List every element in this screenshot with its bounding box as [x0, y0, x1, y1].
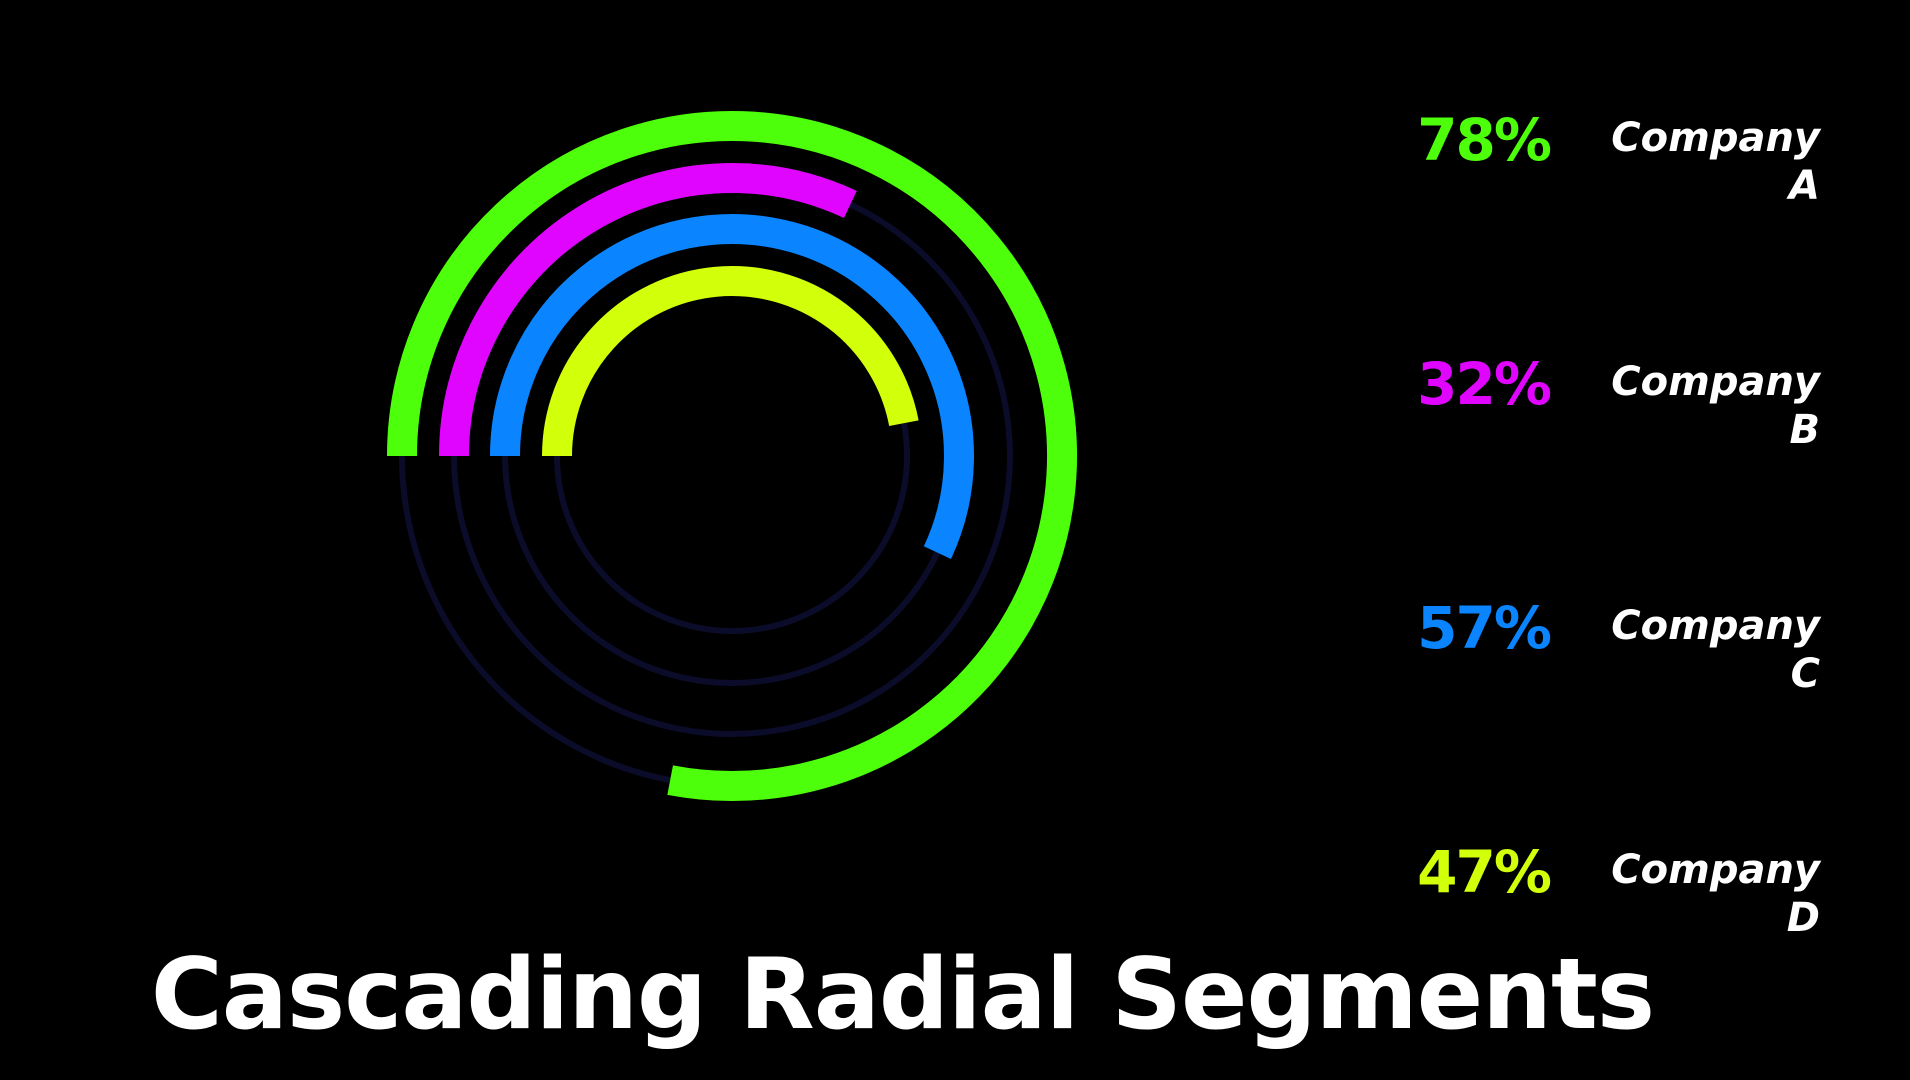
legend-value-company-a: 78% — [1417, 106, 1552, 174]
ring-track-company-d — [554, 422, 910, 635]
legend-value-company-d: 47% — [1417, 838, 1552, 906]
legend-value-company-b: 32% — [1417, 350, 1552, 418]
ring-track-company-a — [399, 456, 671, 784]
chart-title: Cascading Radial Segments — [150, 938, 1655, 1052]
legend-label-company-b: Company B — [1611, 359, 1820, 453]
ring-track-company-c — [502, 456, 941, 686]
legend-label-company-c: Company C — [1611, 603, 1820, 697]
legend-label-company-a: Company A — [1611, 115, 1820, 209]
legend-value-company-c: 57% — [1417, 594, 1552, 662]
legend-item-company-c: 57% Company C — [1380, 588, 1840, 697]
legend-item-company-a: 78% Company A — [1380, 100, 1840, 209]
ring-arc-company-b — [439, 163, 857, 457]
legend-label-company-d: Company D — [1611, 847, 1820, 941]
legend-item-company-b: 32% Company B — [1380, 344, 1840, 453]
ring-arc-company-d — [542, 266, 919, 457]
ring-arcs — [387, 111, 1077, 801]
ring-track-company-b — [451, 201, 1013, 737]
ring-arc-company-c — [490, 214, 974, 560]
legend-item-company-d: 47% Company D — [1380, 832, 1840, 941]
ring-arc-company-a — [387, 111, 1077, 801]
ring-tracks — [399, 201, 1013, 784]
